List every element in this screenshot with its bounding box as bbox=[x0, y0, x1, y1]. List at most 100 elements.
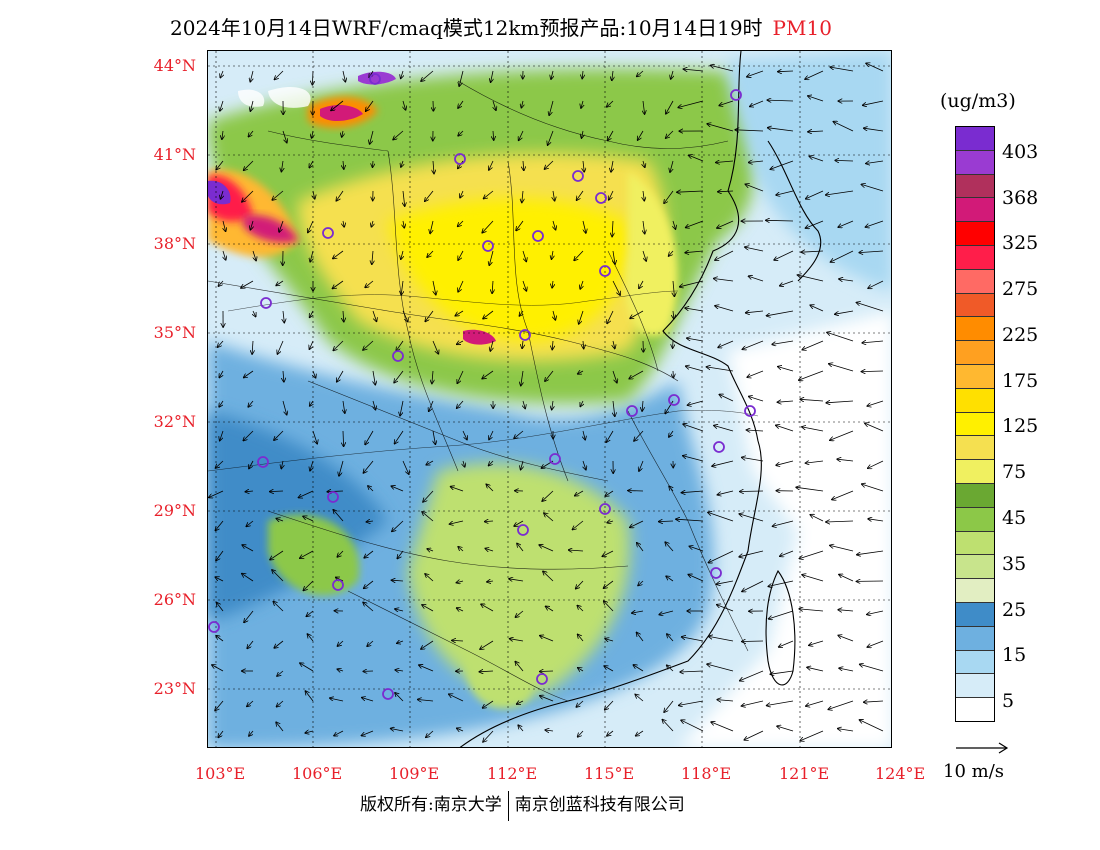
wind-arrow bbox=[805, 70, 824, 79]
wind-arrow bbox=[799, 370, 824, 380]
wind-arrow bbox=[330, 698, 344, 702]
wind-arrow bbox=[607, 521, 614, 523]
wind-arrow bbox=[772, 340, 794, 344]
wind-arrow bbox=[272, 570, 284, 582]
lon-label-103e: 103°E bbox=[195, 764, 246, 783]
wind-arrow bbox=[339, 460, 344, 476]
wind-arrow bbox=[807, 667, 824, 672]
wind-arrow bbox=[363, 460, 374, 473]
wind-arrow bbox=[682, 637, 704, 642]
wind-arrow bbox=[709, 636, 734, 642]
wind-arrow bbox=[714, 279, 734, 282]
wind-arrow bbox=[432, 340, 438, 354]
wind-arrow bbox=[244, 610, 254, 622]
lat-lon-grid bbox=[208, 51, 891, 747]
legend-color-bar bbox=[955, 126, 995, 722]
wind-arrow bbox=[456, 581, 464, 583]
wind-arrow bbox=[552, 280, 553, 288]
wind-arrow bbox=[274, 430, 284, 440]
wind-arrow bbox=[799, 609, 824, 611]
wind-arrow bbox=[576, 580, 584, 589]
city-station-marker bbox=[595, 192, 607, 204]
wind-arrow bbox=[517, 543, 524, 552]
wind-arrow bbox=[659, 610, 674, 615]
wind-arrow bbox=[605, 490, 614, 496]
wind-arrow bbox=[612, 220, 613, 237]
wind-arrow bbox=[605, 639, 614, 641]
wind-arrow bbox=[337, 669, 344, 671]
wind-arrow bbox=[637, 70, 644, 77]
wind-arrow bbox=[548, 130, 554, 145]
wind-arrow bbox=[216, 550, 224, 561]
wind-arrow bbox=[510, 639, 524, 641]
wind-arrow bbox=[662, 720, 674, 732]
wind-arrow bbox=[766, 220, 794, 221]
wind-arrow bbox=[243, 430, 254, 441]
wind-arrow bbox=[578, 371, 584, 374]
wind-arrow bbox=[305, 691, 314, 702]
lon-label-118e: 118°E bbox=[681, 764, 732, 783]
lat-label-32n: 32°N bbox=[153, 412, 196, 431]
city-station-marker bbox=[322, 227, 334, 239]
wind-arrow bbox=[742, 457, 764, 462]
wind-arrow bbox=[665, 400, 674, 414]
city-station-marker bbox=[208, 621, 220, 633]
wind-arrow bbox=[244, 160, 254, 170]
legend-color-segment bbox=[956, 174, 994, 199]
wind-arrow bbox=[583, 460, 586, 470]
wind-arrow bbox=[253, 310, 256, 317]
lat-label-35n: 35°N bbox=[153, 323, 196, 342]
wind-arrow bbox=[218, 340, 224, 347]
wind-arrow bbox=[430, 220, 434, 233]
wind-arrow bbox=[857, 550, 884, 555]
wind-arrow bbox=[519, 310, 523, 316]
wind-arrow bbox=[808, 96, 824, 102]
wind-arrow bbox=[397, 641, 404, 643]
wind-arrow bbox=[276, 519, 284, 522]
wind-arrow bbox=[363, 340, 374, 350]
legend-tick: 225 bbox=[1002, 324, 1039, 346]
wind-arrow bbox=[310, 310, 313, 317]
legend-color-segment bbox=[956, 579, 994, 603]
wind-arrow bbox=[769, 610, 794, 619]
city-station-marker bbox=[549, 453, 561, 465]
wind-arrow bbox=[607, 730, 614, 736]
wind-arrow bbox=[542, 490, 554, 501]
wind-arrow bbox=[673, 280, 674, 296]
wind-arrow bbox=[746, 311, 764, 313]
wind-arrow bbox=[810, 305, 824, 312]
wind-arrow bbox=[604, 580, 614, 588]
wind-arrow bbox=[637, 633, 644, 642]
wind-arrow bbox=[680, 671, 704, 672]
wind-arrow bbox=[688, 575, 704, 582]
wind-arrow bbox=[830, 430, 854, 440]
wind-arrow bbox=[864, 701, 884, 702]
wind-arrow bbox=[400, 400, 404, 416]
wind-arrow bbox=[676, 519, 704, 521]
wind-arrow bbox=[643, 160, 645, 167]
wind-arrow bbox=[742, 580, 764, 592]
wind-arrow bbox=[583, 160, 584, 172]
wind-arrow bbox=[457, 728, 464, 731]
wind-arrow bbox=[303, 580, 314, 590]
wind-arrow bbox=[582, 70, 583, 79]
wind-arrow bbox=[826, 521, 854, 522]
wind-arrow bbox=[539, 545, 554, 552]
wind-arrow bbox=[490, 340, 493, 351]
wind-arrow bbox=[667, 634, 674, 642]
wind-arrow bbox=[740, 491, 764, 492]
wind-arrow bbox=[337, 370, 344, 382]
wind-arrow bbox=[489, 460, 494, 466]
wind-arrow bbox=[519, 130, 524, 140]
wind-arrow bbox=[719, 395, 734, 402]
wind-arrow bbox=[580, 280, 583, 289]
wind-arrow bbox=[827, 332, 854, 342]
wind-arrow bbox=[244, 370, 254, 378]
wind-arrow bbox=[218, 730, 224, 737]
wind-arrow bbox=[831, 250, 854, 262]
wind-arrow bbox=[223, 220, 226, 231]
wind-arrow bbox=[242, 574, 254, 582]
wind-arrow bbox=[552, 400, 553, 410]
wind-arrow bbox=[333, 340, 344, 350]
legend-color-segment bbox=[956, 317, 994, 342]
